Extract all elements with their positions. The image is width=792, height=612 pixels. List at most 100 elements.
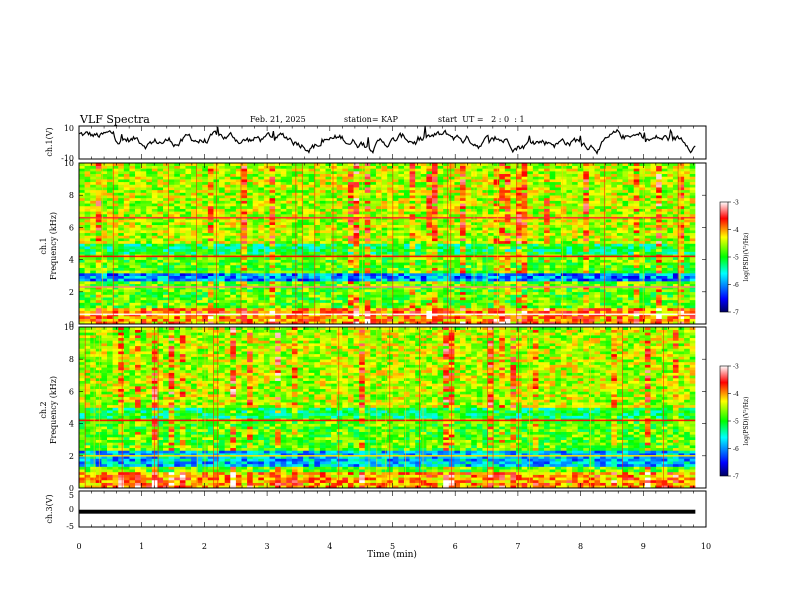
spectrogram-cell <box>219 270 225 274</box>
spectrogram-cell <box>347 281 354 285</box>
spectrogram-cell <box>370 321 377 325</box>
spectrogram-cell <box>403 246 410 250</box>
spectrogram-cell <box>661 275 668 279</box>
spectrogram-cell <box>286 310 293 314</box>
spectrogram-cell <box>549 286 556 290</box>
spectrogram-cell <box>678 291 685 295</box>
spectrogram-cell <box>140 235 147 239</box>
spectrogram-cell <box>504 238 511 242</box>
spectrogram-cell <box>532 227 539 231</box>
spectrogram-cell <box>549 235 556 239</box>
spectrogram-cell <box>460 281 466 285</box>
spectrogram-cell <box>375 267 382 271</box>
spectrogram-cell <box>336 264 343 268</box>
spectrogram-cell <box>297 302 304 306</box>
spectrogram-cell <box>280 238 287 242</box>
spectrogram-cell <box>286 283 293 287</box>
spectrogram-cell <box>611 251 618 255</box>
spectrogram-cell <box>370 307 377 311</box>
spectrogram-cell <box>538 273 545 276</box>
spectrogram-cell <box>191 235 197 239</box>
spectrogram-cell <box>588 278 595 282</box>
spectrogram-cell <box>527 270 534 274</box>
spectrogram-cell <box>168 294 175 298</box>
spectrogram-cell <box>387 205 394 209</box>
spectrogram-cell <box>219 321 225 325</box>
spectrogram-cell <box>499 213 506 217</box>
spectrogram-cell <box>672 251 679 255</box>
spectrogram-cell <box>168 222 175 226</box>
spectrogram-cell <box>409 235 416 239</box>
spectrogram-cell <box>516 232 522 236</box>
spectrogram-cell <box>650 289 657 293</box>
spectrogram-cell <box>202 278 209 282</box>
spectrogram-cell <box>420 299 427 303</box>
spectrogram-cell <box>219 251 225 255</box>
spectrogram-cell <box>196 273 203 276</box>
spectrogram-cell <box>95 294 102 298</box>
spectrogram-cell <box>319 286 326 290</box>
spectrogram-cell <box>101 262 108 266</box>
spectrogram-cell <box>140 318 147 322</box>
spectrogram-cell <box>409 307 416 311</box>
spectrogram-cell <box>611 219 618 223</box>
spectrogram-cell <box>476 281 483 285</box>
spectrogram-cell <box>465 299 472 303</box>
spectrogram-cell <box>426 291 433 295</box>
spectrogram-cell <box>336 235 343 239</box>
spectrogram-cell <box>392 251 399 255</box>
spectrogram-cell <box>488 289 494 293</box>
spectrogram-cell <box>347 299 354 303</box>
spectrogram-cell <box>353 278 360 282</box>
spectrogram-cell <box>420 318 427 322</box>
spectrogram-cell <box>107 267 113 271</box>
spectrogram-cell <box>202 248 209 252</box>
spectrogram-cell <box>432 219 438 223</box>
spectrogram-cell <box>230 275 237 279</box>
spectrogram-cell <box>241 213 248 217</box>
spectrogram-cell <box>594 222 601 226</box>
spectrogram-cell <box>454 224 461 228</box>
spectrogram-cell <box>101 230 108 234</box>
spectrogram-cell <box>476 224 483 228</box>
spectrogram-cell <box>672 240 679 244</box>
spectrogram-cell <box>549 315 556 319</box>
spectrogram-cell <box>639 297 646 301</box>
spectrogram-cell <box>224 297 231 301</box>
spectrogram-cell <box>291 251 298 255</box>
spectrogram-cell <box>241 235 248 239</box>
spectrogram-cell <box>538 205 545 209</box>
spectrogram-cell <box>415 224 422 228</box>
spectrogram-cell <box>476 286 483 290</box>
spectrogram-cell <box>359 246 366 250</box>
spectrogram-cell <box>572 211 578 215</box>
spectrogram-cell <box>185 262 192 266</box>
spectrogram-cell <box>314 227 321 231</box>
spectrogram-cell <box>280 289 287 293</box>
spectrogram-cell <box>521 248 528 252</box>
spectrogram-cell <box>611 278 618 282</box>
spectrogram-cell <box>482 294 489 298</box>
spectrogram-cell <box>353 222 360 226</box>
spectrogram-cell <box>499 240 506 244</box>
spectrogram-cell <box>398 205 405 209</box>
spectrogram-cell <box>185 307 192 311</box>
spectrogram-cell <box>179 315 186 319</box>
spectrogram-cell <box>465 305 472 309</box>
spectrogram-cell <box>308 211 315 215</box>
spectrogram-cell <box>667 273 674 276</box>
spectrogram-cell <box>168 259 175 263</box>
spectrogram-cell <box>678 251 685 255</box>
spectrogram-cell <box>684 299 691 303</box>
spectrogram-cell <box>179 208 186 212</box>
spectrogram-cell <box>555 251 562 255</box>
spectrogram-cell <box>123 289 130 293</box>
spectrogram-cell <box>448 251 455 255</box>
spectrogram-cell <box>146 278 153 282</box>
spectrogram-cell <box>454 230 461 234</box>
spectrogram-cell <box>432 315 438 319</box>
spectrogram-cell <box>319 208 326 212</box>
spectrogram-cell <box>611 275 618 279</box>
spectrogram-cell <box>538 289 545 293</box>
spectrogram-cell <box>628 297 634 301</box>
